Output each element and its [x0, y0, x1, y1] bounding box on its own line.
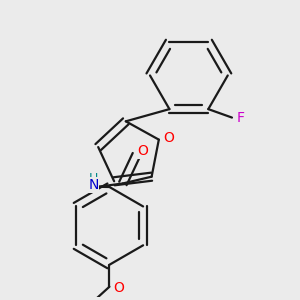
Text: H: H: [89, 172, 98, 185]
Text: O: O: [113, 281, 124, 296]
Text: N: N: [88, 178, 99, 192]
Text: O: O: [138, 144, 148, 158]
Text: F: F: [236, 111, 244, 124]
Text: O: O: [163, 131, 174, 145]
